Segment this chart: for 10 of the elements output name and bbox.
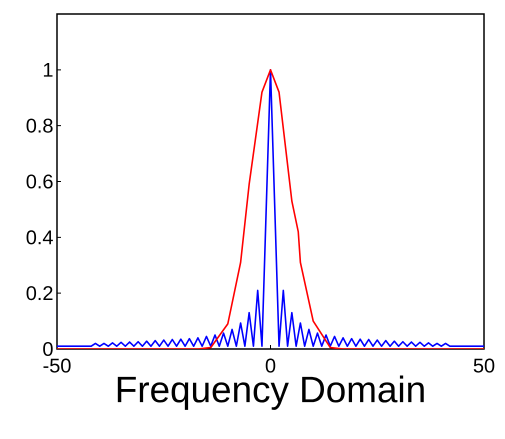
y-tick-label: 1 <box>44 62 53 77</box>
y-tick-label: 0 <box>43 342 53 356</box>
y-tick-label: 0.4 <box>26 230 53 244</box>
x-tick-label: 0 <box>266 358 276 373</box>
y-tick-label: 0.2 <box>26 286 52 300</box>
x-tick-label: 50 <box>474 358 494 373</box>
x-tick-label: -50 <box>43 358 71 373</box>
y-tick-label: 0.8 <box>26 118 53 133</box>
x-axis-title: Frequency Domain <box>118 375 424 410</box>
y-tick-label: 0.6 <box>26 174 53 189</box>
